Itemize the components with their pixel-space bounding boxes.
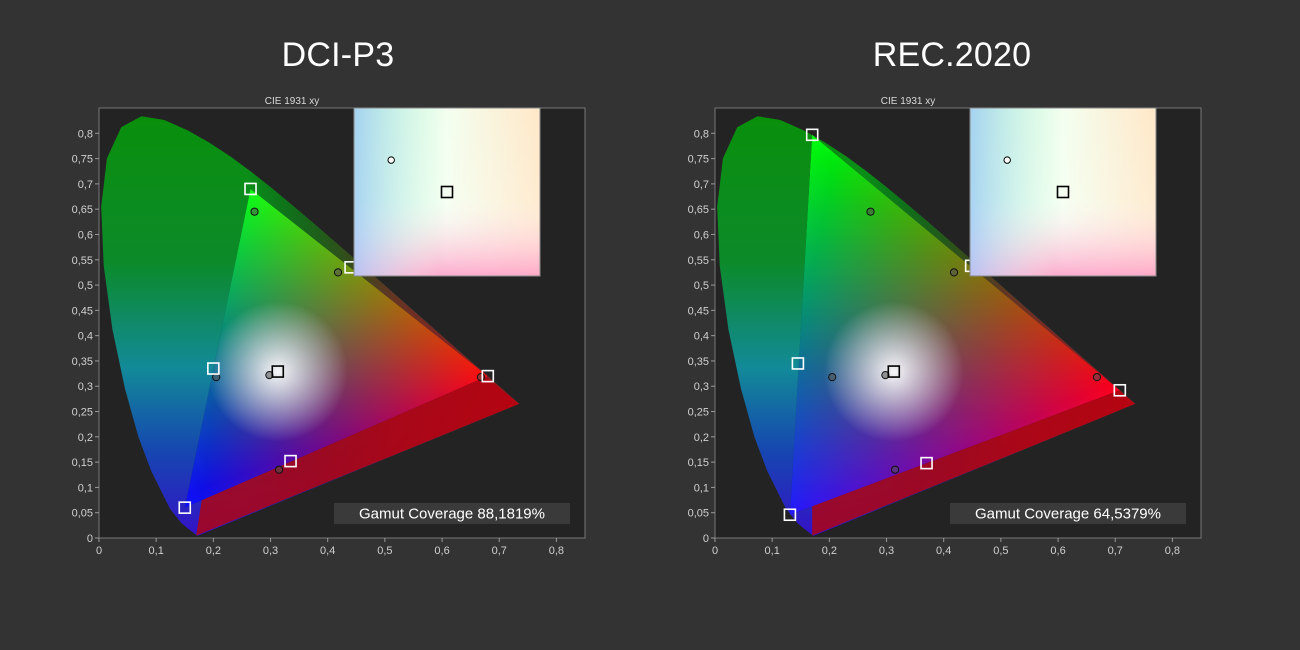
y-tick-label: 0,55 [72, 255, 93, 267]
y-tick-label: 0,8 [694, 128, 709, 140]
panel-title-dci-p3: DCI-P3 [281, 36, 395, 74]
y-tick-label: 0,25 [72, 407, 93, 419]
y-tick-label: 0,2 [694, 432, 709, 444]
y-tick-label: 0,4 [78, 331, 93, 343]
measured-point [866, 207, 875, 216]
x-tick-label: 0 [96, 545, 102, 557]
y-tick-label: 0,65 [688, 204, 709, 216]
y-tick-label: 0,15 [688, 457, 709, 469]
y-tick-label: 0,8 [78, 128, 93, 140]
measured-point [250, 207, 259, 216]
measured-point [1092, 373, 1102, 382]
y-tick-label: 0,7 [78, 179, 93, 191]
x-tick-label: 0,1 [149, 545, 164, 557]
y-tick-label: 0,3 [78, 381, 93, 393]
y-tick-label: 0,05 [72, 508, 93, 520]
plot-title: CIE 1931 xy [881, 96, 935, 107]
y-tick-label: 0,7 [694, 179, 709, 191]
x-tick-label: 0,1 [765, 545, 780, 557]
x-tick-label: 0,6 [434, 545, 449, 557]
x-tick-label: 0,5 [993, 545, 1008, 557]
y-tick-label: 0,2 [78, 432, 93, 444]
y-tick-label: 0 [87, 533, 93, 545]
x-tick-label: 0 [712, 545, 718, 557]
target-point [783, 508, 797, 522]
y-tick-label: 0,75 [688, 154, 709, 166]
x-tick-label: 0,8 [549, 545, 564, 557]
x-tick-label: 0,4 [320, 545, 335, 557]
target-point [207, 362, 220, 375]
measured-point [333, 268, 343, 277]
y-tick-label: 0,15 [72, 457, 93, 469]
x-tick-label: 0,5 [377, 545, 392, 557]
x-tick-label: 0,4 [936, 545, 951, 557]
target-point [1113, 383, 1127, 397]
x-tick-label: 0,8 [1165, 545, 1180, 557]
inset-shade-horizontal [970, 108, 1156, 276]
inset-measured-point [1003, 156, 1011, 164]
cie-chart-dci-p3: CIE 1931 xy 0 0,1 0,2 0,3 0,4 0,5 0,6 0,7 0,8 0 0,0… [72, 96, 586, 557]
inset-target-point [1056, 185, 1070, 199]
panel-title-rec2020: REC.2020 [872, 36, 1032, 74]
measured-point [949, 268, 959, 277]
x-tick-label: 0,3 [263, 545, 278, 557]
target-point [284, 454, 297, 468]
x-tick-label: 0,2 [822, 545, 837, 557]
y-tick-label: 0,35 [688, 356, 709, 368]
inset-shade-horizontal [354, 108, 540, 276]
gamut-white-layer [789, 134, 1120, 515]
measured-point [891, 465, 900, 474]
x-tick-label: 0,2 [206, 545, 221, 557]
y-tick-label: 0,25 [688, 407, 709, 419]
y-tick-label: 0,4 [694, 331, 709, 343]
y-tick-label: 0,45 [688, 305, 709, 317]
y-tick-label: 0,1 [694, 482, 709, 494]
x-tick-label: 0,7 [1108, 545, 1123, 557]
gamut-white-layer [184, 188, 488, 508]
inset-frame [353, 107, 541, 277]
y-tick-label: 0,65 [72, 204, 93, 216]
measured-point [476, 373, 486, 382]
coverage-badge [950, 503, 1186, 524]
plot-title: CIE 1931 xy [265, 96, 319, 107]
y-tick-label: 0,05 [688, 508, 709, 520]
target-point [920, 456, 933, 470]
coverage-label: Gamut Coverage 88,1819% [359, 506, 545, 523]
y-tick-label: 0,55 [688, 255, 709, 267]
measured-point [275, 465, 284, 474]
y-tick-label: 0,5 [78, 280, 93, 292]
y-tick-label: 0,5 [694, 280, 709, 292]
y-tick-label: 0,6 [78, 229, 93, 241]
inset-frame [969, 107, 1157, 277]
y-tick-label: 0,1 [78, 482, 93, 494]
measured-point [828, 373, 837, 382]
target-point [481, 369, 495, 383]
x-tick-label: 0,3 [879, 545, 894, 557]
inset-measured-point [387, 156, 395, 164]
target-point [791, 357, 805, 370]
y-tick-label: 0 [703, 533, 709, 545]
inset-target-point [440, 185, 454, 199]
y-tick-label: 0,3 [694, 381, 709, 393]
y-tick-label: 0,75 [72, 154, 93, 166]
target-point [805, 128, 819, 142]
y-tick-label: 0,6 [694, 229, 709, 241]
target-point [271, 365, 285, 378]
target-point [244, 182, 257, 196]
coverage-badge [334, 503, 570, 524]
x-tick-label: 0,6 [1050, 545, 1065, 557]
target-point [887, 365, 901, 378]
cie-chart-rec2020: CIE 1931 xy 0 0,1 0,2 0,3 0,4 0,5 0,6 0,7 0,8 0 0,0… [688, 96, 1202, 557]
coverage-label: Gamut Coverage 64,5379% [975, 506, 1161, 523]
y-tick-label: 0,35 [72, 356, 93, 368]
y-tick-label: 0,45 [72, 305, 93, 317]
target-point [178, 501, 192, 514]
x-tick-label: 0,7 [492, 545, 507, 557]
